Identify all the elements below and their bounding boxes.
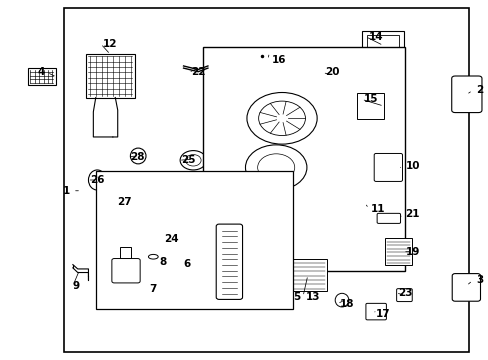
Text: 6: 6 (183, 259, 190, 269)
Circle shape (185, 154, 201, 166)
Text: 1: 1 (63, 186, 70, 196)
Text: 8: 8 (159, 257, 166, 267)
Text: 17: 17 (375, 310, 390, 319)
Text: 9: 9 (73, 281, 80, 291)
Text: 19: 19 (405, 247, 419, 257)
Text: 12: 12 (103, 39, 117, 49)
Text: 3: 3 (475, 275, 482, 285)
Text: 25: 25 (181, 155, 195, 165)
Text: 26: 26 (90, 175, 104, 185)
Text: 23: 23 (397, 288, 412, 298)
Circle shape (257, 154, 294, 181)
FancyBboxPatch shape (365, 303, 386, 320)
Bar (86, 54, 135, 98)
Bar (289, 259, 326, 291)
Ellipse shape (334, 293, 348, 307)
Text: 15: 15 (363, 94, 378, 104)
Text: 7: 7 (149, 284, 157, 294)
Text: 4: 4 (37, 67, 44, 77)
Circle shape (246, 93, 317, 144)
FancyBboxPatch shape (376, 213, 400, 224)
Text: 18: 18 (339, 299, 353, 309)
Text: 27: 27 (117, 197, 131, 207)
Bar (384, 238, 411, 265)
Text: 5: 5 (293, 292, 300, 302)
Text: 20: 20 (325, 67, 339, 77)
Bar (361, 31, 404, 62)
Bar (27, 68, 56, 85)
Bar (64, 8, 468, 352)
Text: 14: 14 (368, 32, 383, 41)
Circle shape (180, 150, 206, 170)
Text: 11: 11 (370, 204, 385, 214)
Bar (170, 230, 183, 241)
FancyBboxPatch shape (396, 289, 411, 302)
Ellipse shape (88, 170, 106, 190)
FancyBboxPatch shape (203, 47, 405, 271)
Circle shape (258, 101, 305, 135)
Text: 16: 16 (271, 55, 285, 65)
Bar (356, 93, 383, 119)
FancyBboxPatch shape (373, 153, 402, 181)
FancyBboxPatch shape (112, 258, 140, 283)
Text: 10: 10 (405, 161, 419, 171)
Text: 28: 28 (130, 152, 144, 162)
Ellipse shape (130, 148, 146, 164)
FancyBboxPatch shape (451, 76, 481, 113)
Circle shape (245, 145, 306, 190)
Text: 13: 13 (305, 292, 319, 302)
Bar (96, 171, 293, 309)
Ellipse shape (253, 52, 269, 60)
Bar (120, 247, 131, 258)
Ellipse shape (120, 192, 135, 206)
FancyBboxPatch shape (451, 274, 480, 301)
Text: 2: 2 (475, 85, 482, 95)
Text: 22: 22 (190, 67, 205, 77)
Bar (366, 35, 398, 58)
Text: 21: 21 (405, 209, 419, 219)
Text: 24: 24 (163, 234, 178, 244)
Ellipse shape (148, 255, 158, 259)
Bar (320, 58, 330, 92)
FancyBboxPatch shape (216, 224, 242, 300)
